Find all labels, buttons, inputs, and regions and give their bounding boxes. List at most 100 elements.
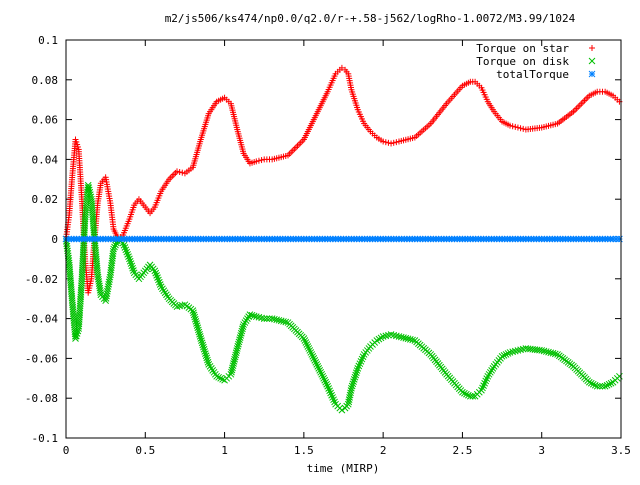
- x-axis-label: time (MIRP): [307, 462, 380, 475]
- series-marker: [170, 171, 177, 178]
- series-marker: [572, 107, 579, 114]
- data-point: [484, 372, 492, 380]
- series-marker: [109, 247, 117, 255]
- series-marker: [155, 278, 163, 286]
- series-marker: [301, 337, 309, 344]
- data-point: [338, 64, 345, 71]
- plot-frame: [65, 39, 622, 439]
- series-marker: [195, 328, 203, 336]
- legend-marker: [588, 70, 596, 78]
- series-marker: [167, 174, 174, 181]
- series-marker: [154, 274, 161, 282]
- series-marker: [229, 364, 236, 372]
- series-marker: [323, 380, 331, 388]
- data-point: [585, 378, 593, 386]
- series-marker: [605, 380, 613, 388]
- series-marker: [310, 355, 318, 362]
- data-point: [213, 372, 220, 380]
- series-marker: [215, 373, 222, 381]
- data-point: [348, 384, 355, 392]
- x-tick-label: 2: [380, 444, 387, 457]
- y-tick-label: 0.06: [32, 114, 59, 127]
- series-marker: [325, 385, 332, 392]
- y-tick-label: 0.04: [32, 153, 59, 166]
- series-marker: [126, 257, 134, 265]
- series-marker: [130, 267, 137, 274]
- series-marker: [309, 353, 317, 360]
- series-marker: [217, 374, 224, 382]
- series-marker: [353, 369, 360, 377]
- series-marker: [348, 382, 356, 390]
- data-point: [616, 372, 623, 380]
- series-marker: [315, 364, 323, 372]
- series-marker: [155, 276, 162, 284]
- series-marker: [231, 353, 239, 361]
- series-marker: [579, 99, 586, 106]
- y-axis: -0.1 -0.08 -0.06 -0.04 -0.02 0 0.02 0.04 0.06 0.0…: [25, 34, 621, 445]
- data-point: [240, 321, 247, 328]
- series-marker: [292, 144, 299, 151]
- series-marker: [294, 142, 301, 149]
- series-marker: [303, 341, 311, 348]
- series-marker: [72, 332, 80, 340]
- data-point: [388, 140, 395, 147]
- series-marker: [258, 157, 265, 164]
- y-tick-label: 0.02: [32, 193, 59, 206]
- data-point: [151, 267, 159, 275]
- series-marker: [125, 253, 132, 260]
- series-marker: [311, 357, 319, 364]
- series-marker: [231, 355, 238, 363]
- series-marker: [196, 333, 204, 340]
- y-tick-label: -0.08: [25, 392, 58, 405]
- series-marker: [612, 235, 620, 243]
- series-marker: [596, 382, 604, 390]
- data-point: [189, 307, 197, 314]
- series-marker: [461, 389, 468, 397]
- series-marker: [578, 100, 585, 107]
- series-marker: [97, 289, 104, 296]
- data-point: [300, 335, 308, 342]
- series-marker: [319, 372, 327, 380]
- series-marker: [589, 380, 597, 388]
- series-marker: [500, 352, 508, 359]
- series-marker: [124, 250, 131, 258]
- data-point: [514, 124, 521, 131]
- data-point: [467, 392, 474, 400]
- data-point: [498, 353, 506, 360]
- series-marker: [327, 389, 334, 397]
- series-marker: [228, 368, 235, 376]
- x-tick-label: 1.5: [294, 444, 314, 457]
- series-marker: [235, 340, 242, 348]
- data-point: [308, 351, 316, 358]
- series-marker: [128, 262, 136, 270]
- series-marker: [194, 324, 202, 332]
- series-marker: [200, 343, 207, 351]
- series-marker: [331, 398, 338, 406]
- y-tick-label: -0.1: [32, 432, 59, 445]
- series-marker: [330, 396, 337, 404]
- series-marker: [329, 394, 336, 401]
- series-marker: [129, 264, 136, 272]
- y-tick-label: -0.04: [25, 313, 58, 326]
- series-marker: [517, 125, 524, 132]
- series-marker: [156, 281, 164, 288]
- series-marker: [121, 244, 129, 251]
- series-marker: [409, 336, 416, 344]
- x-tick-label: 2.5: [452, 444, 472, 457]
- series-marker: [238, 327, 246, 335]
- series-marker: [191, 315, 199, 323]
- series-marker: [314, 363, 322, 370]
- data-point: [593, 382, 601, 390]
- series-marker: [192, 318, 200, 325]
- series-marker: [112, 241, 119, 249]
- series-marker: [111, 243, 118, 251]
- series-marker: [575, 103, 582, 110]
- data-point: [609, 235, 617, 243]
- series-marker: [193, 320, 200, 327]
- series-marker: [313, 361, 321, 368]
- series-marker: [204, 358, 212, 366]
- series-marker: [302, 339, 310, 346]
- series-marker: [232, 351, 240, 359]
- data-point: [253, 158, 260, 165]
